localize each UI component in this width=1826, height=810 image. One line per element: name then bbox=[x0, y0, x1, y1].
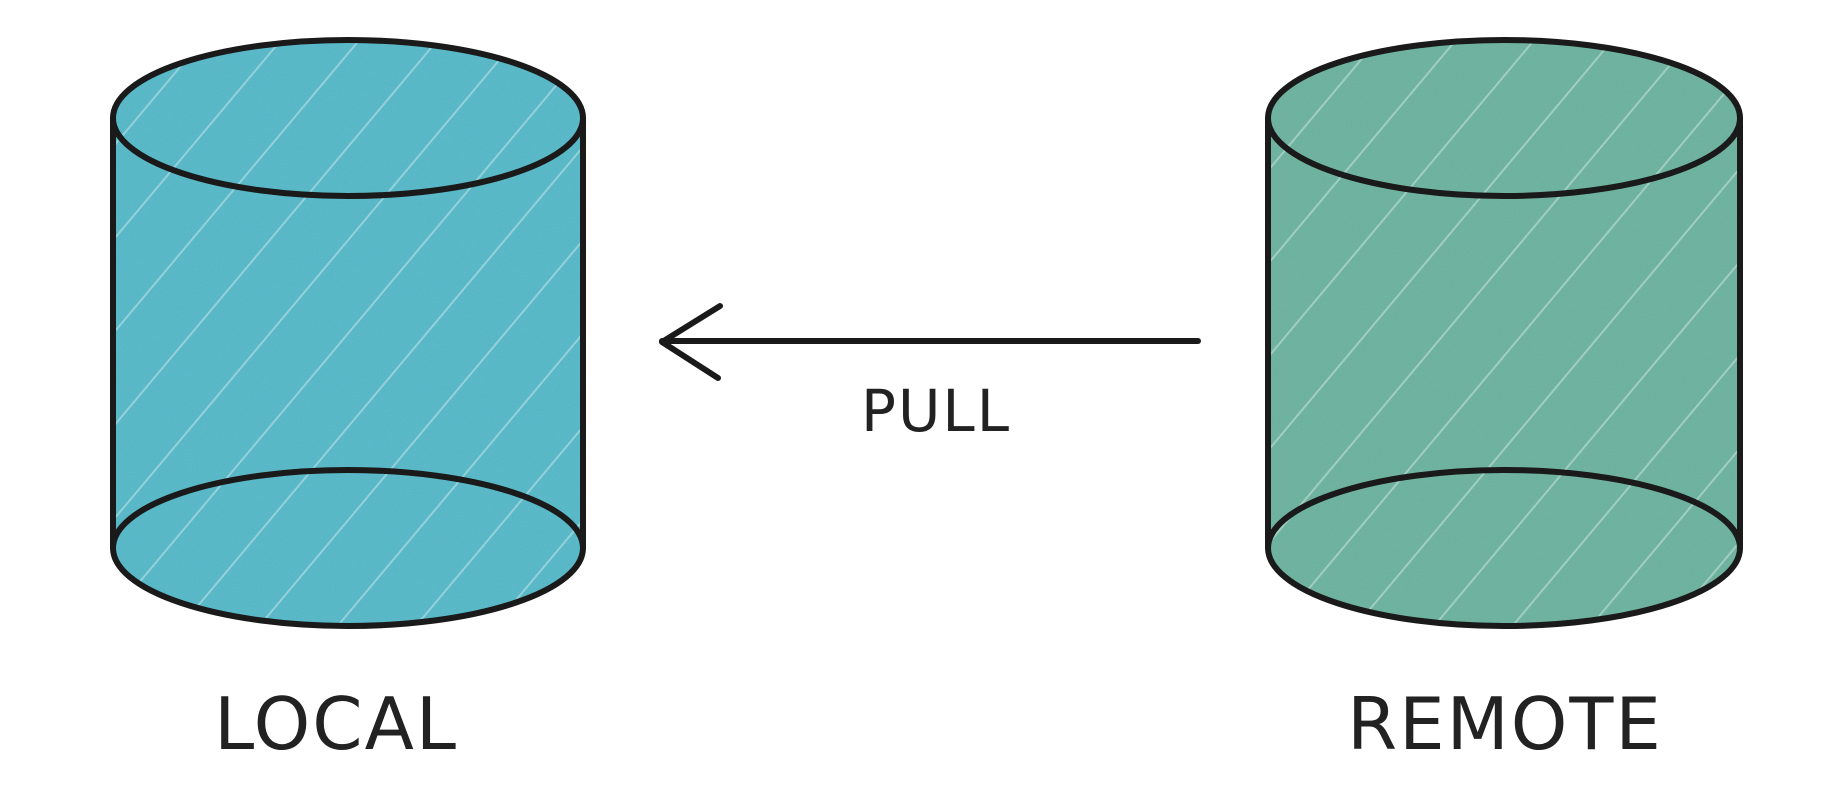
pull-label: PULL bbox=[861, 382, 1011, 440]
local-label: LOCAL bbox=[214, 688, 458, 760]
remote-label: REMOTE bbox=[1347, 688, 1663, 760]
local-database-icon bbox=[113, 40, 583, 626]
pull-arrow-icon bbox=[662, 306, 1198, 378]
remote-database-icon bbox=[1268, 40, 1740, 626]
